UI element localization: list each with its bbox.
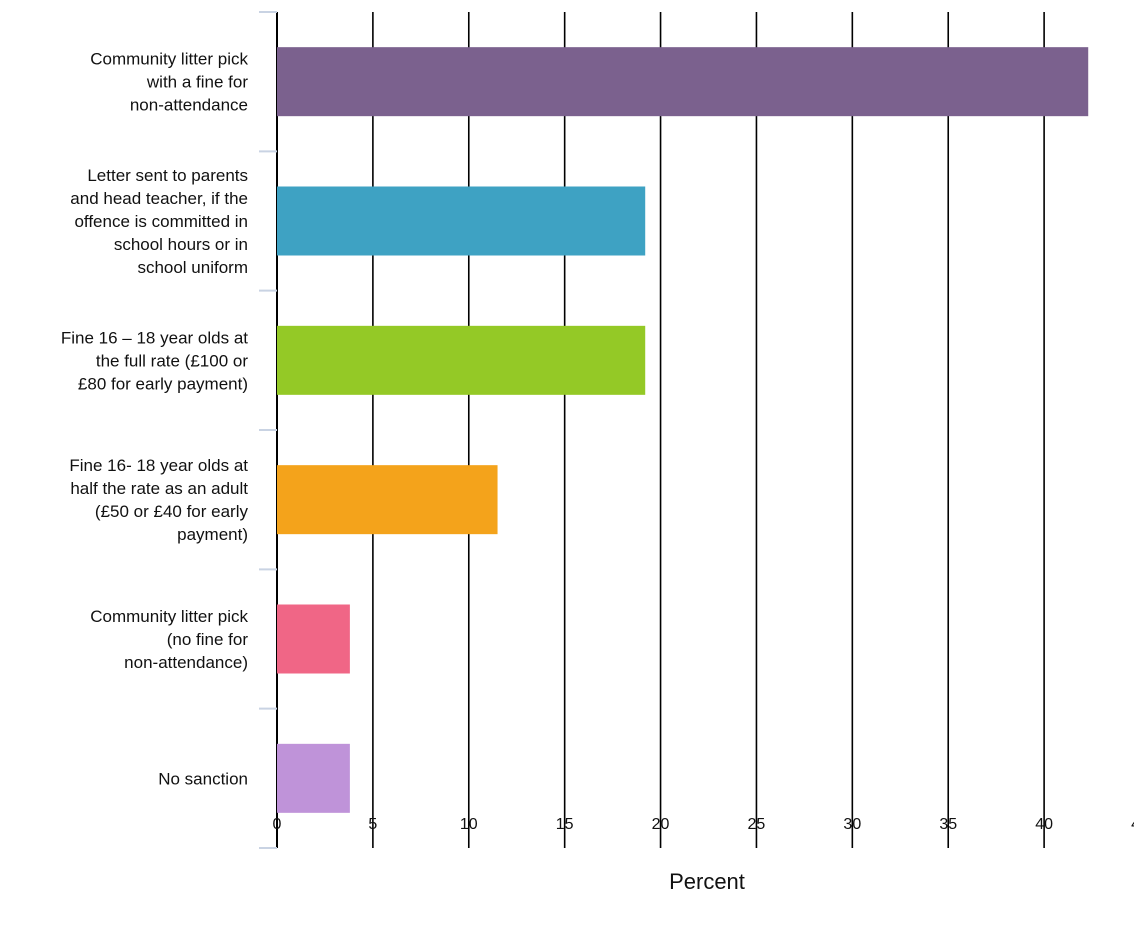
bar — [277, 743, 350, 813]
x-tick-label: 30 — [843, 816, 861, 833]
x-tick-label: 25 — [748, 816, 766, 833]
bars — [277, 47, 1089, 813]
category-label: Fine 16 – 18 year olds at the full rate (… — [61, 328, 248, 393]
bar — [277, 465, 498, 535]
y-axis — [259, 11, 278, 849]
x-tick-label: 10 — [460, 816, 478, 833]
category-label: Community litter pick with a fine for non-… — [90, 50, 248, 115]
bar — [277, 604, 350, 674]
x-tick-label: 35 — [939, 816, 957, 833]
category-labels: Community litter pick with a fine for non-… — [61, 50, 249, 789]
bar — [277, 186, 646, 256]
bar — [277, 325, 646, 395]
x-tick-label: 45 — [1131, 816, 1134, 833]
bar — [277, 47, 1089, 117]
gridlines — [372, 12, 1045, 848]
x-tick-label: 15 — [556, 816, 574, 833]
category-label: Community litter pick (no fine for non-att… — [90, 607, 248, 672]
x-axis-title: Percent — [669, 869, 745, 894]
x-tick-label: 40 — [1035, 816, 1053, 833]
x-tick-label: 20 — [652, 816, 670, 833]
category-label: Fine 16- 18 year olds at half the rate as… — [69, 456, 248, 544]
category-label: No sanction — [158, 769, 248, 788]
x-tick-label: 0 — [273, 816, 282, 833]
x-tick-label: 5 — [368, 816, 377, 833]
x-tick-labels: 0 5 10 15 20 25 30 35 40 45 — [273, 816, 1134, 833]
category-label: Letter sent to parents and head teacher, … — [70, 166, 248, 277]
